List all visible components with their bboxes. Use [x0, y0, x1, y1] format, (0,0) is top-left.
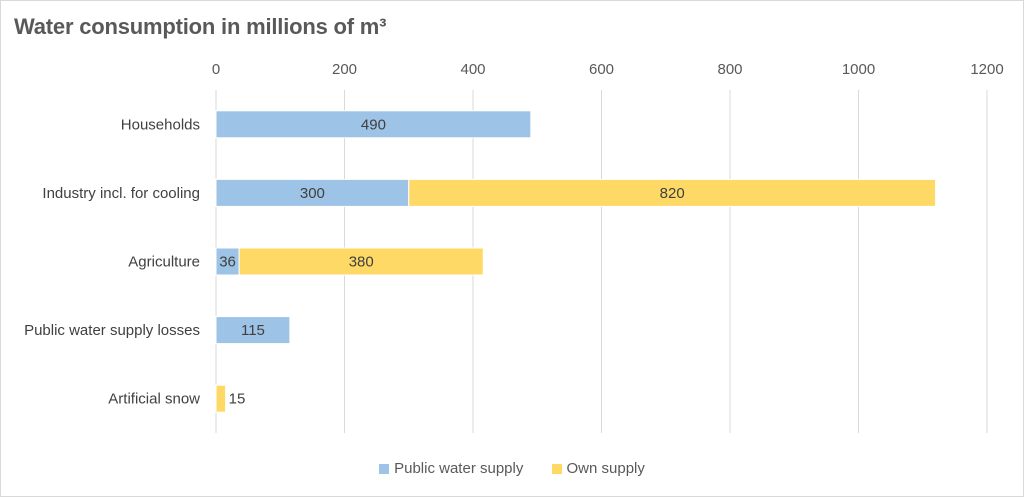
data-label: 36 [219, 254, 236, 271]
data-label: 115 [241, 322, 265, 339]
legend-swatch-own [551, 463, 562, 474]
category-label: Industry incl. for cooling [42, 185, 200, 202]
x-tick-label: 400 [460, 61, 485, 78]
bar-segment [215, 316, 291, 345]
bar-segment [215, 178, 410, 207]
x-tick-label: 600 [589, 61, 614, 78]
legend-label-own: Own supply [566, 460, 645, 477]
category-label: Agriculture [128, 254, 200, 271]
x-tick-label: 1200 [970, 61, 1003, 78]
chart-title: Water consumption in millions of m³ [14, 14, 387, 39]
bar-segment [238, 247, 484, 276]
category-label: Artificial snow [108, 391, 200, 408]
data-label: 300 [300, 185, 325, 202]
bar-segment [215, 110, 532, 139]
data-label: 820 [660, 185, 685, 202]
legend-swatch-public [379, 463, 390, 474]
x-tick-label: 200 [332, 61, 357, 78]
data-label: 490 [361, 116, 386, 133]
bar-segment [215, 384, 227, 413]
category-label: Households [121, 116, 200, 133]
legend: Public water supply Own supply [0, 460, 1024, 478]
data-label: 15 [229, 391, 246, 408]
legend-label-public: Public water supply [394, 460, 524, 477]
x-tick-label: 0 [212, 61, 220, 78]
data-label: 380 [349, 254, 374, 271]
x-tick-label: 1000 [842, 61, 875, 78]
legend-item-public: Public water supply [379, 460, 523, 477]
bar-segment [408, 178, 937, 207]
category-label: Public water supply losses [24, 322, 200, 339]
legend-item-own: Own supply [551, 460, 645, 477]
x-tick-label: 800 [717, 61, 742, 78]
